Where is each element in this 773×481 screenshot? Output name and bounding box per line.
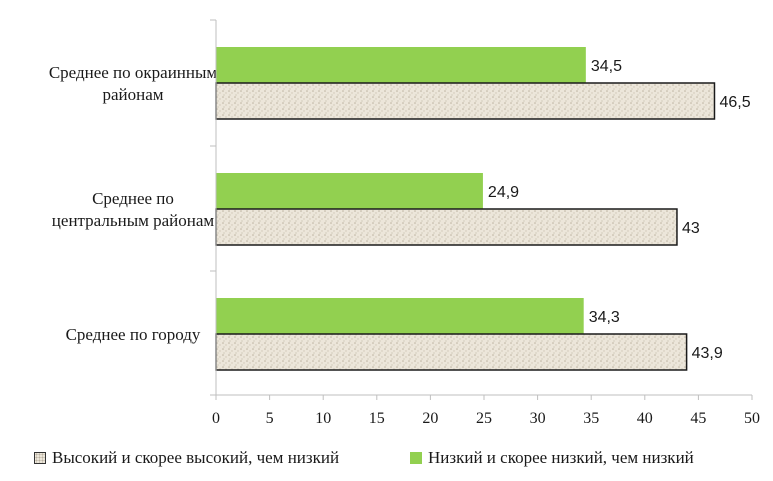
legend-item-low: Низкий и скорее низкий, чем низкий	[410, 448, 694, 468]
x-tick-label-1: 5	[266, 410, 274, 427]
x-tick-label-5: 25	[476, 410, 492, 427]
category-label-1: Среднее по центральным районам	[52, 189, 215, 230]
data-label-low-2: 34,3	[589, 309, 620, 326]
x-tick-label-6: 30	[530, 410, 546, 427]
category-labels: Среднее по окраинным районам Среднее по цен…	[49, 63, 218, 344]
bar-high-0	[215, 82, 716, 120]
bar-low-0	[216, 47, 586, 83]
data-label-high-0: 46,5	[719, 94, 750, 111]
data-label-low-1: 24,9	[488, 184, 519, 201]
x-tick-label-10: 50	[744, 410, 760, 427]
x-tick-label-3: 15	[369, 410, 385, 427]
bar-low-1	[216, 173, 483, 209]
x-tick-label-4: 20	[422, 410, 438, 427]
data-label-low-0: 34,5	[591, 58, 622, 75]
x-tick-label-2: 10	[315, 410, 331, 427]
legend-item-high: Высокий и скорее высокий, чем низкий	[34, 448, 339, 468]
bars	[215, 47, 716, 371]
category-label-0: Среднее по окраинным районам	[49, 63, 218, 104]
category-label-2: Среднее по городу	[66, 325, 201, 344]
legend-swatch-high	[34, 452, 46, 464]
legend: Высокий и скорее высокий, чем низкий Низ…	[0, 440, 773, 470]
data-label-high-2: 43,9	[692, 345, 723, 362]
legend-label-high: Высокий и скорее высокий, чем низкий	[52, 448, 340, 467]
bar-low-2	[216, 298, 584, 334]
x-tick-label-9: 45	[690, 410, 706, 427]
data-labels: 34,5 46,5 24,9 43 34,3 43,9	[488, 58, 751, 362]
data-label-high-1: 43	[682, 220, 700, 237]
x-tick-label-0: 0	[212, 410, 220, 427]
x-tick-label-8: 40	[637, 410, 653, 427]
axes	[210, 19, 753, 400]
x-tick-label-7: 35	[583, 410, 599, 427]
x-tick-labels: 0 5 10 15 20 25 30 35 40 45 50	[212, 410, 760, 427]
legend-label-low: Низкий и скорее низкий, чем низкий	[428, 448, 694, 467]
legend-swatch-low	[410, 452, 422, 464]
bar-high-2	[215, 333, 688, 371]
bar-high-1	[215, 208, 678, 246]
